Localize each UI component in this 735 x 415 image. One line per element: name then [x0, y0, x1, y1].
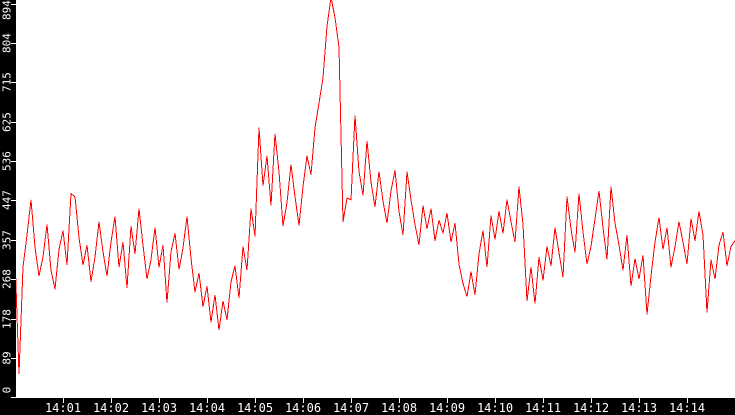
x-tick-label: 14:03 — [140, 401, 178, 415]
x-tick — [639, 398, 640, 403]
y-tick — [11, 279, 16, 280]
x-tick — [351, 398, 352, 403]
x-tick-label: 14:06 — [284, 401, 322, 415]
y-tick — [11, 161, 16, 162]
y-tick-label: 715 — [0, 72, 14, 93]
y-tick — [11, 358, 16, 359]
x-tick — [111, 398, 112, 403]
x-tick — [207, 398, 208, 403]
y-tick — [11, 200, 16, 201]
x-tick-label: 14:02 — [92, 401, 130, 415]
y-tick-label: 625 — [0, 111, 14, 132]
y-tick-label: 89 — [0, 351, 14, 365]
y-tick-label: 268 — [0, 269, 14, 289]
y-tick-label: 447 — [0, 190, 14, 211]
x-tick-label: 14:12 — [572, 401, 610, 415]
x-tick — [495, 398, 496, 403]
x-tick-label: 14:07 — [332, 401, 370, 415]
x-tick-label: 14:14 — [668, 401, 706, 415]
y-tick — [11, 43, 16, 44]
x-tick-label: 14:04 — [188, 401, 226, 415]
y-tick-label: 178 — [0, 308, 14, 329]
y-tick-label: 357 — [0, 229, 14, 250]
y-tick — [11, 82, 16, 83]
y-tick-label: 536 — [0, 151, 14, 171]
x-tick — [159, 398, 160, 403]
series-polyline — [14, 0, 735, 375]
x-tick — [543, 398, 544, 403]
x-axis: 14:01 14:02 14:03 14:04 14:05 14:06 14:07 14:08… — [0, 398, 735, 415]
y-tick-label: 894 — [0, 0, 14, 20]
y-tick — [11, 122, 16, 123]
x-tick — [687, 398, 688, 403]
x-tick-label: 14:05 — [236, 401, 274, 415]
y-tick-label: 0 — [0, 386, 14, 394]
y-tick — [11, 319, 16, 320]
y-axis: 0 89 178 268 357 447 536 625 715 804 894 — [0, 0, 16, 415]
x-tick — [447, 398, 448, 403]
x-tick-label: 14:13 — [620, 401, 658, 415]
x-tick-label: 14:10 — [476, 401, 514, 415]
y-tick-label: 804 — [0, 33, 14, 54]
x-tick — [591, 398, 592, 403]
x-tick-label: 14:09 — [428, 401, 466, 415]
y-tick — [11, 4, 16, 5]
x-tick-label: 14:01 — [44, 401, 82, 415]
x-tick — [399, 398, 400, 403]
x-tick — [63, 398, 64, 403]
x-tick-label: 14:08 — [380, 401, 418, 415]
y-tick — [11, 397, 16, 398]
x-tick — [255, 398, 256, 403]
y-tick — [11, 240, 16, 241]
x-tick-label: 14:11 — [524, 401, 562, 415]
x-tick — [303, 398, 304, 403]
